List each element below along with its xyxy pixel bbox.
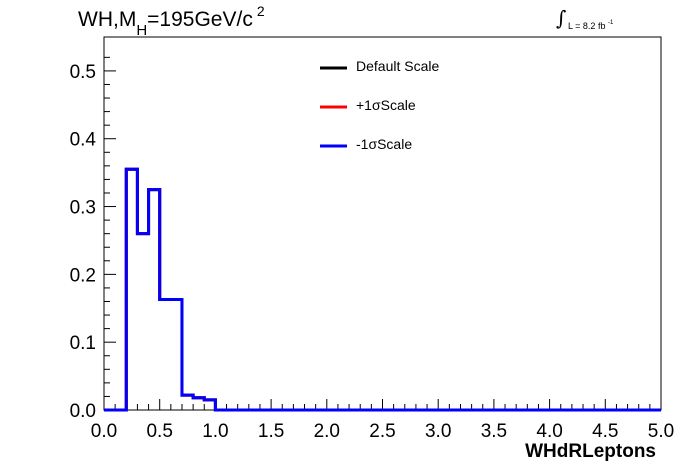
y-tick-label: 0.0: [70, 401, 96, 422]
x-tick-label: 0.5: [146, 421, 172, 442]
y-tick-label: 0.3: [70, 198, 96, 219]
luminosity-text: L = 8.2 fb -1: [568, 20, 614, 31]
title-subscript: H: [136, 22, 148, 39]
series-line-0: [104, 167, 661, 412]
y-tick-label: 0.4: [70, 130, 97, 151]
y-axis: 0.0 0.1 0.2 0.3 0.4 0.5: [70, 56, 116, 422]
plot-frame: [103, 36, 662, 411]
y-tick-label: 0.1: [70, 333, 96, 354]
legend-label-minus-sigma: -1σScale: [356, 136, 413, 152]
title-main: WH,M: [78, 8, 137, 31]
legend-label-default: Default Scale: [356, 58, 440, 74]
series-group: [104, 167, 661, 412]
title-value: =195GeV/c: [147, 8, 253, 31]
title-superscript: 2: [256, 3, 265, 19]
x-tick-label: 0.0: [91, 421, 117, 442]
legend-lines: [320, 66, 347, 148]
luminosity-value: L = 8.2 fb: [568, 21, 606, 31]
x-tick-label: 3.5: [481, 421, 507, 442]
x-tick-label: 5.0: [648, 421, 674, 442]
x-axis: 0.0 0.5 1.0 1.5 2.0 2.5 3.0 3.5 4.0 4.5 5.0: [91, 399, 674, 442]
x-tick-label: 4.5: [592, 421, 618, 442]
x-tick-label: 1.5: [258, 421, 284, 442]
x-axis-title: WHdRLeptons: [525, 441, 656, 462]
y-tick-label: 0.2: [70, 265, 96, 286]
x-tick-label: 2.5: [369, 421, 395, 442]
x-tick-label: 3.0: [425, 421, 451, 442]
x-tick-label: 4.0: [536, 421, 562, 442]
luminosity-superscript: -1: [607, 20, 614, 26]
series-line-2: [104, 167, 661, 412]
series-line-1: [104, 167, 661, 412]
chart-title: WH,MH=195GeV/c 2: [78, 3, 265, 39]
y-tick-label: 0.5: [70, 62, 96, 83]
x-tick-label: 1.0: [202, 421, 228, 442]
legend-label-plus-sigma: +1σScale: [356, 97, 416, 113]
integral-symbol: ∫: [556, 6, 567, 30]
x-tick-label: 2.0: [314, 421, 340, 442]
